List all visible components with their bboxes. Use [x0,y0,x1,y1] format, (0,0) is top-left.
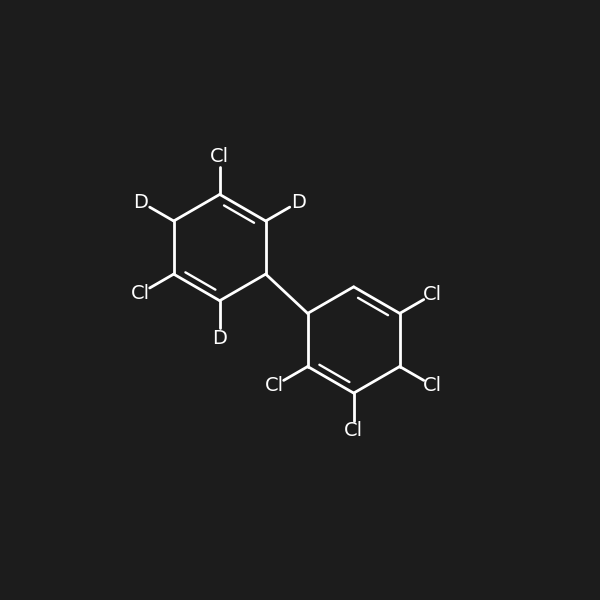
Text: Cl: Cl [344,421,363,440]
Text: D: D [291,193,306,212]
Text: Cl: Cl [131,284,151,302]
Text: Cl: Cl [210,147,229,166]
Text: D: D [212,329,227,348]
Text: Cl: Cl [265,376,284,395]
Text: D: D [133,193,148,212]
Text: Cl: Cl [423,376,442,395]
Text: Cl: Cl [423,285,442,304]
